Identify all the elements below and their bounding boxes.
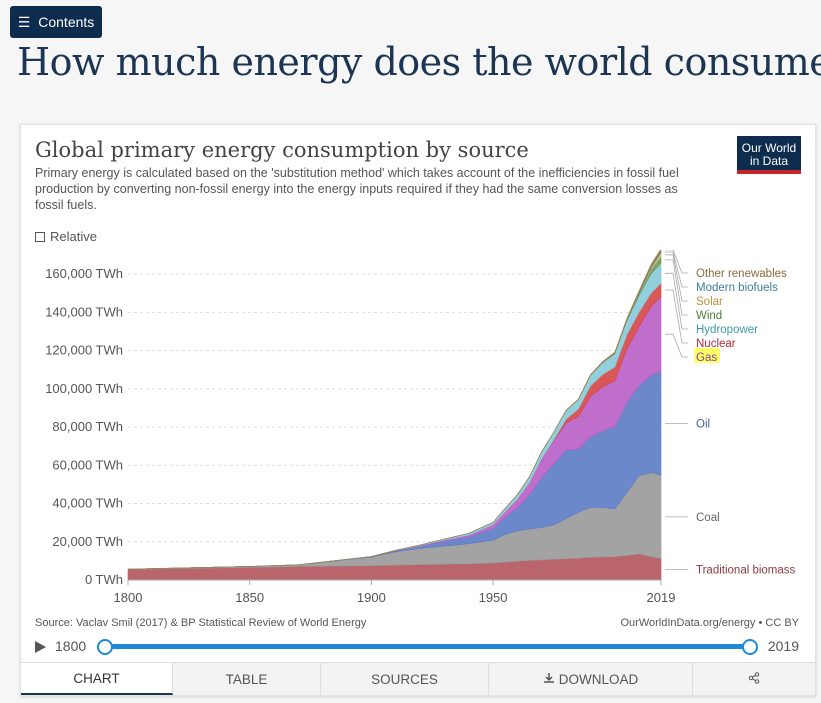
x-tick-label: 1800: [114, 590, 143, 605]
y-tick-label: 140,000 TWh: [45, 304, 123, 319]
y-tick-label: 40,000 TWh: [52, 496, 123, 511]
timeline-start-label: 1800: [55, 638, 87, 654]
play-icon[interactable]: [35, 641, 46, 653]
legend-highlight: [694, 348, 720, 363]
legend-connector: [665, 289, 688, 344]
legend-label-solar[interactable]: Solar: [696, 296, 723, 308]
y-tick-label: 120,000 TWh: [45, 343, 123, 358]
tab-download[interactable]: DOWNLOAD: [489, 663, 693, 695]
tab-table[interactable]: TABLE: [173, 663, 321, 695]
share-button[interactable]: [693, 663, 815, 695]
legend-label-modern-biofuels[interactable]: Modern biofuels: [696, 282, 778, 294]
area-other-renewables[interactable]: [127, 250, 662, 570]
legend-connector: [665, 259, 688, 316]
legend-connector: [665, 250, 688, 274]
y-tick-label: 0 TWh: [85, 572, 123, 587]
timeline-end-handle[interactable]: [742, 639, 758, 655]
license-link[interactable]: OurWorldInData.org/energy • CC BY: [620, 617, 800, 629]
contents-label: Contents: [38, 14, 95, 30]
owid-logo[interactable]: Our World in Data: [737, 136, 801, 174]
timeline-end-label: 2019: [767, 638, 799, 654]
legend-connector: [665, 272, 688, 330]
legend-label-hydropower[interactable]: Hydropower: [696, 324, 758, 336]
timeline-start-handle[interactable]: [97, 639, 113, 655]
legend-label-gas[interactable]: Gas: [696, 352, 717, 364]
contents-button[interactable]: ☰ Contents: [10, 6, 102, 38]
x-tick-label: 2019: [647, 590, 676, 605]
legend-label-nuclear[interactable]: Nuclear: [696, 338, 736, 350]
tab-sources[interactable]: SOURCES: [321, 663, 489, 695]
x-tick-label: 1950: [479, 590, 508, 605]
legend-connector: [665, 251, 688, 288]
page-title: How much energy does the world consume?: [17, 40, 821, 84]
owid-logo-line1: Our World: [741, 141, 797, 155]
y-tick-label: 160,000 TWh: [45, 266, 123, 281]
legend-label-wind[interactable]: Wind: [696, 310, 722, 322]
menu-icon: ☰: [17, 13, 31, 30]
y-tick-label: 80,000 TWh: [52, 419, 123, 434]
owid-logo-line2: in Data: [749, 154, 789, 168]
download-icon: [543, 672, 555, 687]
source-text: Source: Vaclav Smil (2017) & BP Statisti…: [35, 617, 367, 629]
x-tick-label: 1850: [235, 590, 264, 605]
tab-sources-label: SOURCES: [371, 671, 438, 687]
legend-connector: [665, 254, 688, 302]
chart-title: Global primary energy consumption by sou…: [35, 138, 529, 162]
legend-connector: [665, 333, 688, 358]
legend-label-traditional-biomass[interactable]: Traditional biomass: [696, 564, 796, 576]
tab-chart[interactable]: CHART: [21, 663, 173, 695]
tab-bar: CHART TABLE SOURCES DOWNLOAD: [21, 662, 815, 696]
y-tick-label: 20,000 TWh: [52, 534, 123, 549]
area-chart: 0 TWh 20,000 TWh 40,000 TWh 60,000 TWh 80,00…: [45, 250, 796, 605]
timeline: 1800 2019: [35, 637, 801, 657]
relative-toggle[interactable]: Relative: [35, 229, 97, 244]
relative-label: Relative: [50, 229, 97, 244]
x-tick-label: 1900: [357, 590, 386, 605]
legend-label-oil[interactable]: Oil: [696, 418, 710, 430]
y-tick-label: 60,000 TWh: [52, 457, 123, 472]
tab-download-label: DOWNLOAD: [558, 671, 639, 687]
chart-card: Global primary energy consumption by sou…: [20, 124, 816, 696]
share-icon: [748, 671, 760, 687]
y-tick-label: 100,000 TWh: [45, 381, 123, 396]
legend-label-other-renewables[interactable]: Other renewables: [696, 268, 787, 280]
legend-label-coal[interactable]: Coal: [696, 512, 720, 524]
chart-subtitle: Primary energy is calculated based on th…: [35, 166, 679, 212]
timeline-track[interactable]: [105, 644, 750, 649]
relative-checkbox[interactable]: [35, 231, 45, 242]
